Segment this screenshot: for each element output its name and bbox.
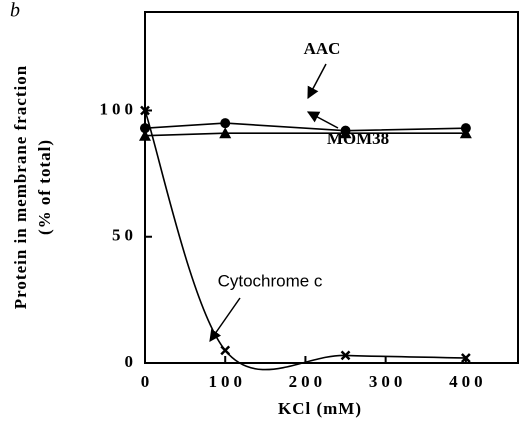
marker-cross: [460, 353, 471, 363]
plot-frame: [144, 11, 519, 364]
x-tick-label: 100: [208, 372, 246, 391]
marker-triangle: [219, 127, 232, 139]
marker-triangle: [339, 127, 352, 139]
x-tick-label: 400: [449, 372, 487, 391]
annotation: AAC: [304, 39, 341, 58]
marker-cross: [220, 345, 231, 356]
marker-triangle: [139, 129, 151, 141]
arrow: [307, 63, 327, 100]
y-tick-label: 100: [100, 99, 138, 118]
marker-cross: [340, 350, 351, 361]
marker-triangle: [459, 127, 472, 139]
y-axis-label: Protein in membrane fraction: [11, 65, 30, 309]
x-tick-label: 0: [141, 372, 154, 391]
x-tick-label: 300: [369, 372, 407, 391]
series-line: [144, 122, 466, 132]
x-axis-label: KCl (mM): [278, 399, 362, 418]
series-line: [144, 132, 466, 137]
arrow: [306, 111, 339, 129]
marker-cross: [140, 105, 150, 116]
annotation: MOM38: [327, 129, 389, 148]
y-axis-label: (% of total): [35, 139, 54, 235]
x-tick-label: 200: [289, 372, 327, 391]
series-line: [144, 110, 466, 371]
annotation: Cytochrome c: [218, 271, 323, 290]
marker-circle: [220, 118, 231, 129]
marker-circle: [140, 123, 150, 134]
panel-label: b: [10, 0, 20, 22]
y-tick-label: 50: [112, 226, 137, 245]
y-tick-label: 0: [125, 352, 138, 371]
